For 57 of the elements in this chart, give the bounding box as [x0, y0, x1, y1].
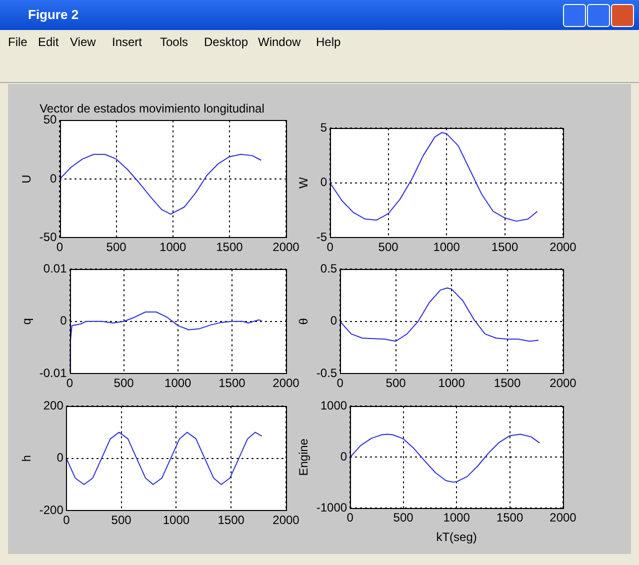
- y-tick-label: 0.5: [320, 262, 338, 276]
- caption: Figure 2: [28, 6, 79, 24]
- y-tick-label: 5: [320, 120, 328, 135]
- text: Help: [316, 34, 341, 51]
- x-tick-label: 500: [386, 376, 406, 390]
- x-tick-label: 1000: [433, 240, 460, 254]
- x-tick-label: 2000: [272, 240, 300, 254]
- x-tick-label: 2000: [272, 513, 300, 528]
- x-tick-label: 500: [106, 240, 127, 254]
- y-tick-label: 0: [320, 175, 328, 190]
- y-axis-title: h: [20, 455, 34, 462]
- x-tick-label: 1500: [218, 513, 245, 528]
- x-tick-label: 1000: [162, 513, 190, 528]
- x-tick-label: 2000: [550, 376, 577, 390]
- x-tick-label: 1000: [438, 376, 466, 390]
- x-tick-label: 500: [393, 510, 414, 525]
- x-tick-label: 1500: [491, 240, 518, 254]
- x-tick-label: 2000: [550, 240, 577, 254]
- x-tick-label: 1000: [443, 510, 470, 525]
- text: Edit: [38, 34, 59, 51]
- text: Window: [258, 34, 301, 51]
- x-tick-label: 500: [378, 240, 399, 254]
- text: Desktop: [204, 34, 248, 51]
- y-tick-label: 0: [60, 314, 68, 328]
- y-tick-label: 0: [56, 450, 64, 465]
- text: Insert: [112, 34, 142, 51]
- x-tick-label: 1000: [164, 376, 192, 390]
- y-tick-label: 0: [330, 314, 338, 328]
- y-tick-label: -1000: [316, 500, 348, 515]
- y-tick-label: 200: [43, 398, 64, 413]
- text: Tools: [160, 34, 188, 51]
- x-axis-title: kT(seg): [436, 530, 477, 544]
- y-axis-title: q: [20, 318, 34, 325]
- x-tick-label: 500: [114, 376, 134, 390]
- y-tick-label: -50: [39, 230, 58, 244]
- y-tick-label: -0.01: [39, 366, 68, 380]
- x-tick-label: 1500: [494, 376, 521, 390]
- y-axis-title: W: [296, 176, 311, 189]
- x-tick-label: 1500: [218, 376, 246, 390]
- y-tick-label: 1000: [320, 398, 348, 413]
- x-tick-label: 500: [111, 513, 132, 528]
- x-tick-label: 1500: [496, 510, 524, 525]
- y-tick-label: -5: [316, 230, 328, 244]
- x-tick-label: 1000: [160, 240, 187, 254]
- y-tick-label: -200: [39, 502, 64, 517]
- y-tick-label: -0.5: [316, 366, 338, 380]
- y-tick-label: 0.01: [43, 262, 68, 276]
- y-axis-title: Engine: [296, 438, 311, 476]
- y-axis-title: θ: [296, 318, 311, 325]
- x-tick-label: 2000: [272, 376, 300, 390]
- x-tick-label: 1500: [216, 240, 244, 254]
- y-tick-label: 0: [340, 450, 348, 464]
- x-tick-label: 2000: [550, 510, 577, 525]
- text: File: [8, 34, 28, 51]
- y-tick-label: 0: [50, 171, 58, 186]
- text: View: [70, 34, 96, 51]
- y-axis-title: U: [20, 174, 34, 184]
